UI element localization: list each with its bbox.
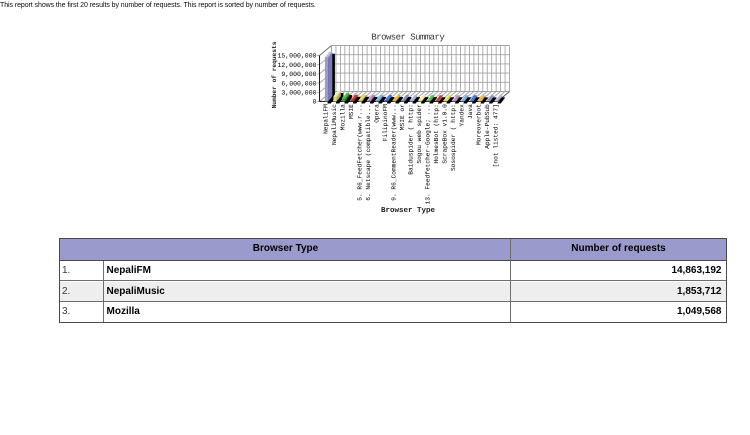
- svg-text:HolmesBot (http:: HolmesBot (http:: [433, 104, 440, 163]
- svg-text:Opera: Opera: [374, 104, 381, 123]
- svg-text:FilipinoFM: FilipinoFM: [382, 104, 389, 141]
- svg-text:Apple-PubSub: Apple-PubSub: [484, 104, 491, 149]
- svg-text:12,000,000: 12,000,000: [277, 62, 316, 69]
- svg-text:0: 0: [313, 99, 317, 106]
- svg-text:13. Feedfetcher-Google; ...: 13. Feedfetcher-Google; ...: [425, 104, 432, 204]
- svg-text:Browser Type: Browser Type: [381, 207, 436, 215]
- svg-text:9,000,000: 9,000,000: [281, 71, 316, 78]
- svg-text:NepaliFM: NepaliFM: [323, 104, 330, 134]
- svg-text:[not listed: 477]: [not listed: 477]: [493, 104, 500, 167]
- svg-text:MSIE: MSIE: [348, 104, 355, 119]
- svg-text:Mozilla: Mozilla: [340, 104, 347, 130]
- svg-text:Moreoverbot: Moreoverbot: [476, 104, 483, 145]
- svg-text:5. R6_FeedFetcher(www.r...: 5. R6_FeedFetcher(www.r...: [357, 104, 364, 201]
- svg-text:Sogou web spider: Sogou web spider: [416, 104, 423, 164]
- svg-text:9. R6_CommentReader(www...: 9. R6_CommentReader(www...: [391, 104, 398, 201]
- svg-text:Java: Java: [467, 104, 474, 119]
- svg-text:Sosospider ( http:: Sosospider ( http:: [450, 104, 457, 171]
- svg-text:Number of requests: Number of requests: [271, 41, 278, 108]
- svg-text:Baiduspider ( http:: Baiduspider ( http:: [408, 104, 415, 175]
- svg-text:MSIE or: MSIE or: [399, 104, 406, 130]
- svg-text:15,000,000: 15,000,000: [277, 53, 316, 60]
- svg-text:6. Netscape (compatible...: 6. Netscape (compatible...: [365, 104, 372, 201]
- svg-text:6,000,000: 6,000,000: [281, 80, 316, 87]
- svg-text:NepaliMusic: NepaliMusic: [331, 104, 338, 145]
- svg-text:ScrapeBox v1.0.0: ScrapeBox v1.0.0: [442, 104, 449, 164]
- svg-text:Browser Summary: Browser Summary: [371, 32, 445, 42]
- svg-text:Yandex: Yandex: [459, 104, 466, 127]
- svg-text:3,000,000: 3,000,000: [281, 90, 316, 97]
